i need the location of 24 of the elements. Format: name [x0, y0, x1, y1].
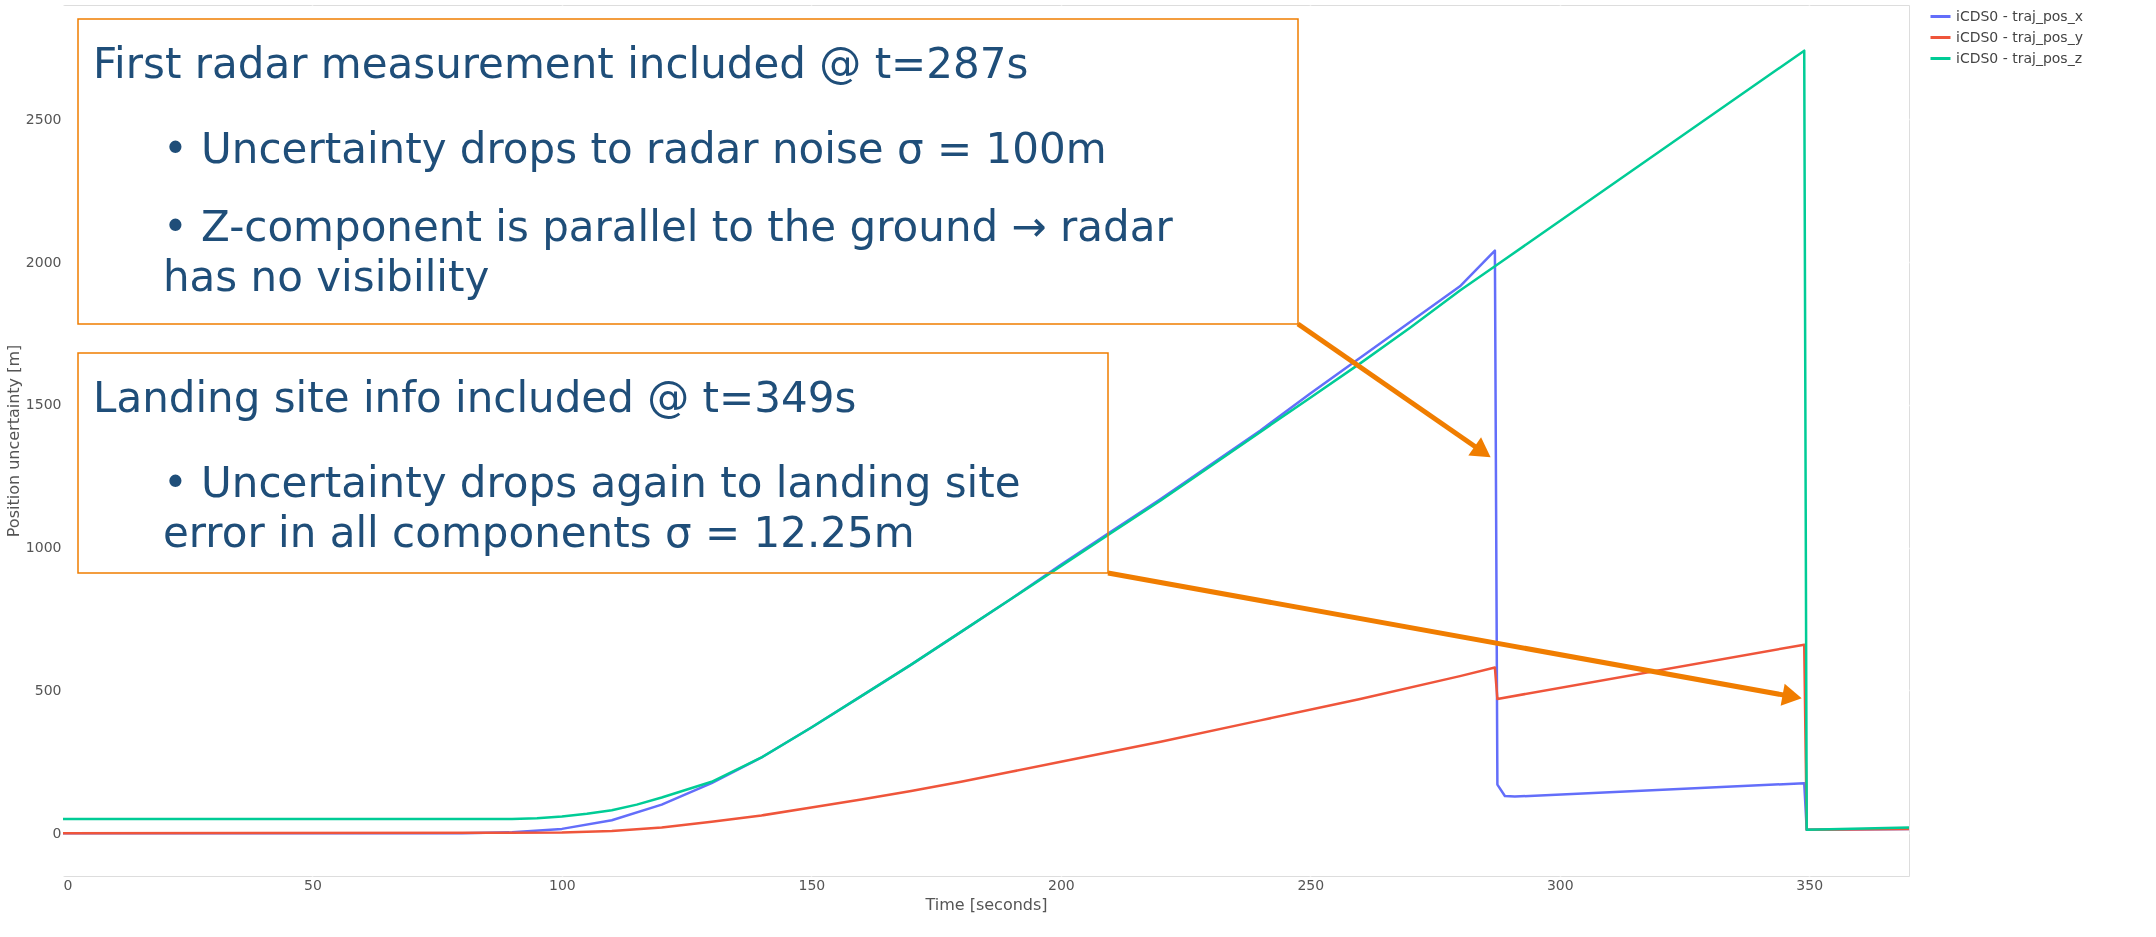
annotation: • Uncertainty drops to radar noise σ = 100m: [163, 124, 1107, 173]
annotation: • Uncertainty drops again to landing site error in all components σ = 12.25m: [163, 458, 1021, 557]
legend-label: iCDS0 - traj_pos_x: [1956, 7, 2083, 24]
y-axis-title: Position uncertainty [m]: [3, 344, 23, 538]
x-tick-label: 150: [798, 876, 826, 893]
y-tick-label: 1000: [25, 539, 62, 556]
x-tick-label: 100: [549, 876, 576, 893]
x-axis-title: Time [seconds]: [924, 894, 1048, 914]
y-tick-label: 2500: [25, 110, 62, 127]
annotation: First radar measurement included @ t=287s: [93, 39, 1029, 88]
x-tick-label: 250: [1297, 876, 1325, 893]
annotation: • Z-component is parallel to the ground → radar has no visibility: [163, 202, 1174, 301]
x-tick-label: 50: [304, 876, 322, 893]
x-tick-label: 0: [63, 876, 73, 893]
y-tick-label: 500: [34, 681, 62, 698]
legend-label: iCDS0 - traj_pos_y: [1956, 28, 2083, 45]
y-tick-label: 2000: [25, 253, 62, 270]
x-tick-label: 350: [1796, 876, 1824, 893]
annotation: Landing site info included @ t=349s: [93, 373, 857, 422]
legend-label: iCDS0 - traj_pos_z: [1956, 49, 2082, 66]
y-tick-label: 0: [52, 824, 62, 841]
y-tick-label: 1500: [25, 396, 62, 413]
x-tick-label: 300: [1546, 876, 1574, 893]
x-tick-label: 200: [1047, 876, 1075, 893]
